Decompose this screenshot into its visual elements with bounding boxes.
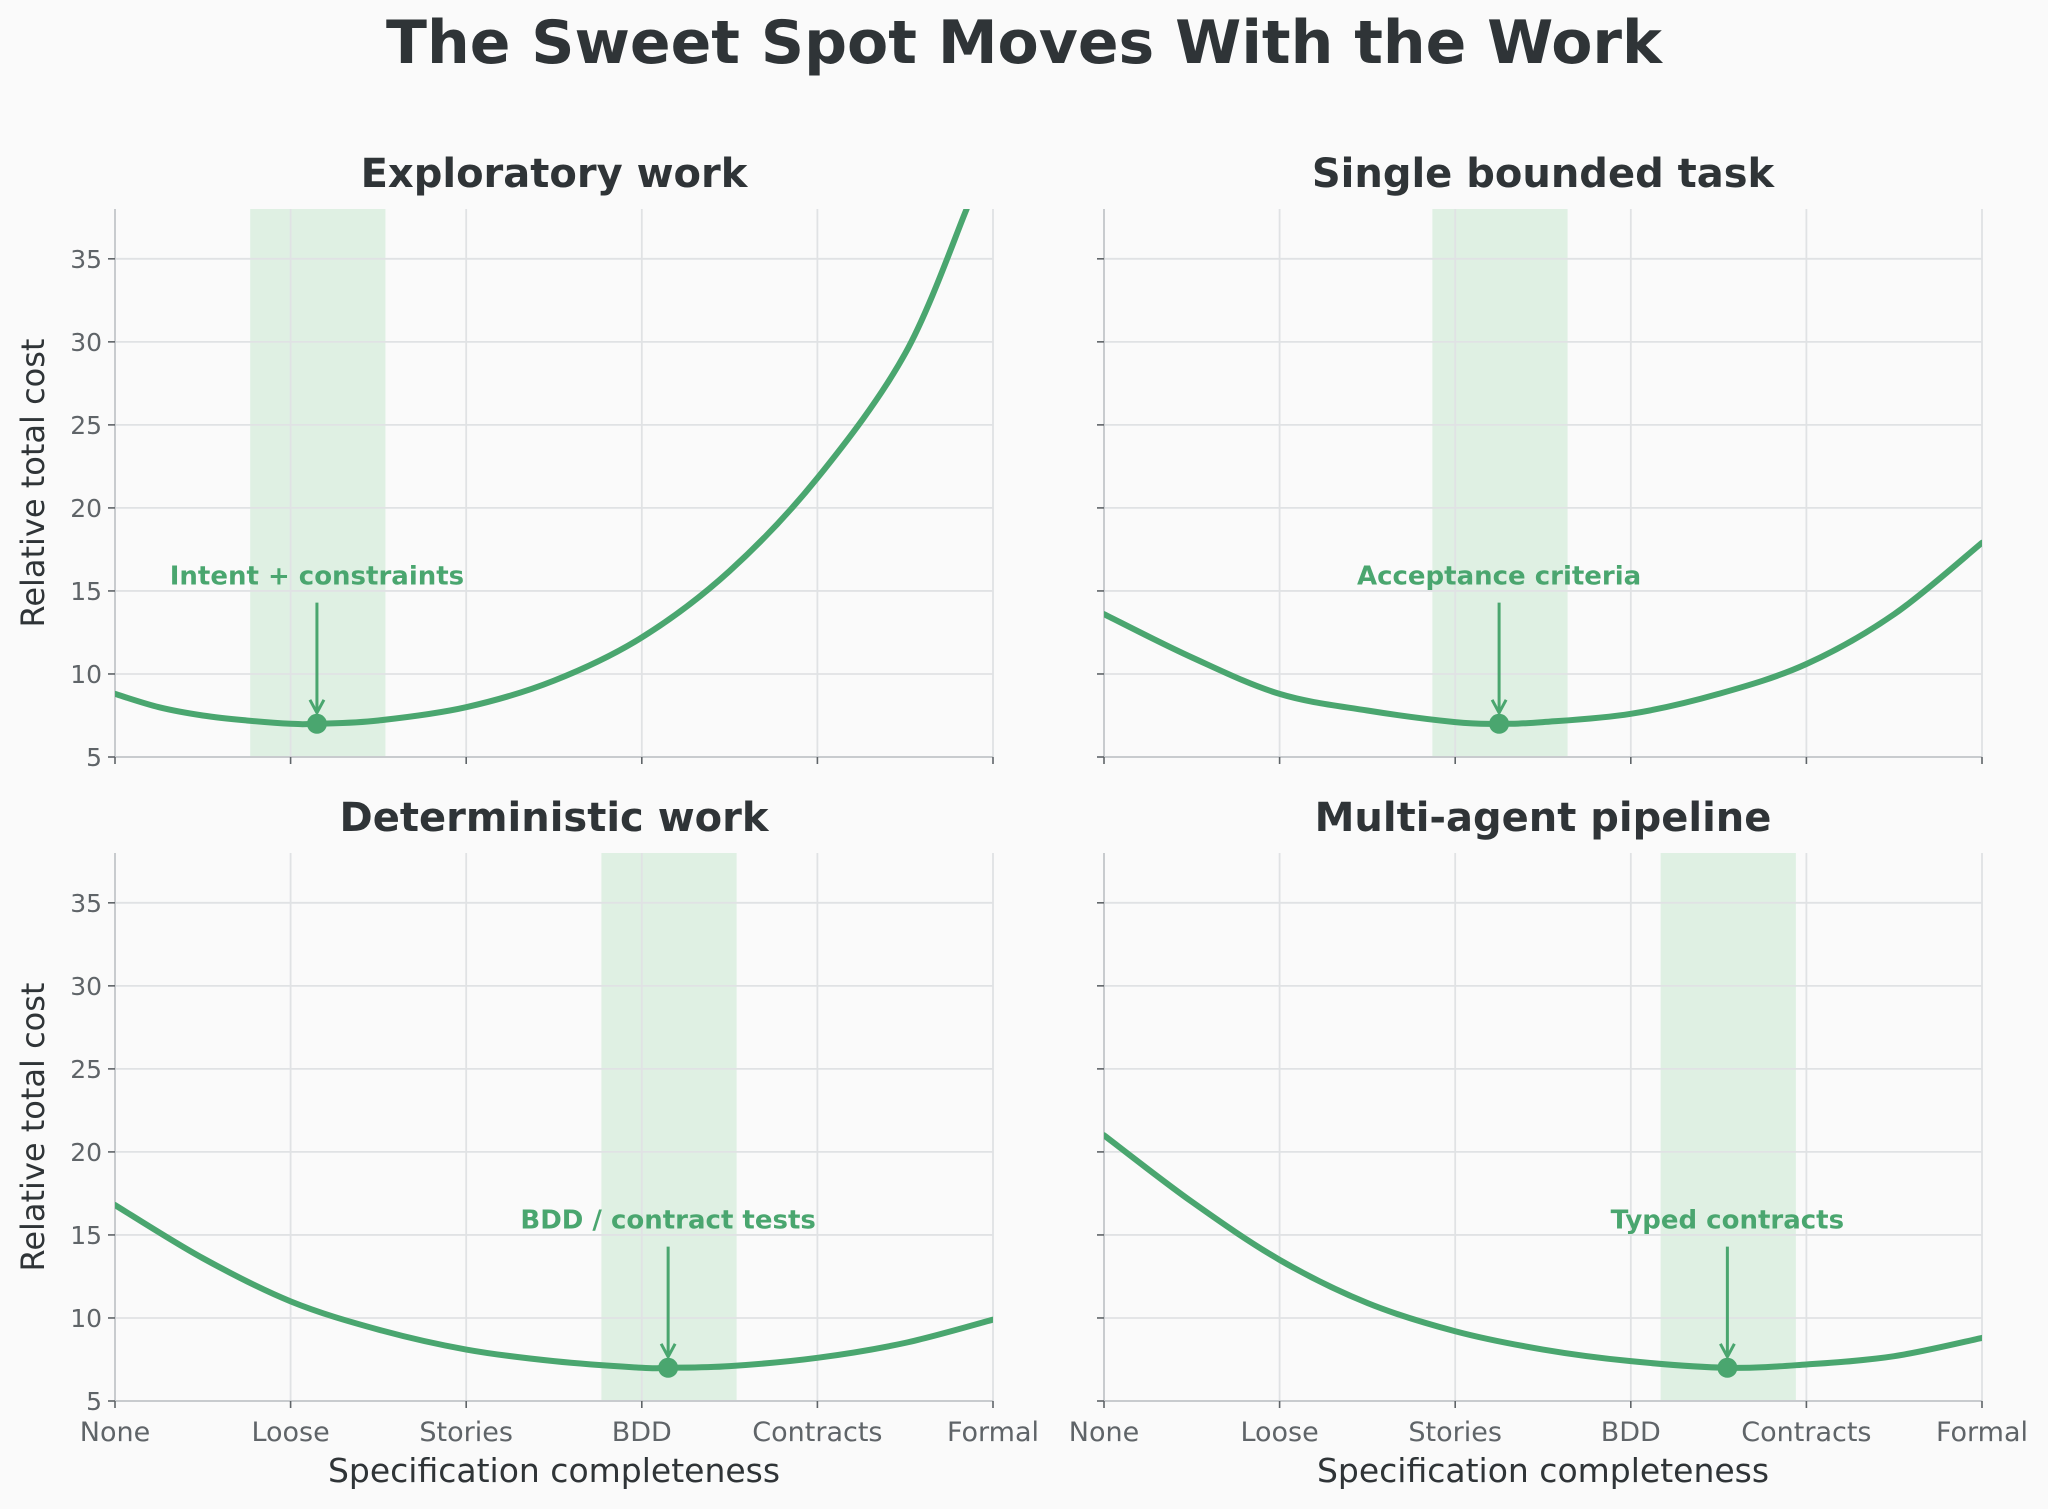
- panel-title: Deterministic work: [340, 795, 770, 841]
- x-tick-label: Formal: [1936, 1417, 2028, 1448]
- x-tick-label: BDD: [1601, 1417, 1661, 1448]
- x-tick-label: Stories: [419, 1417, 513, 1448]
- y-tick-label: 15: [70, 577, 102, 606]
- y-tick-label: 25: [70, 411, 102, 440]
- optimum-marker: [658, 1357, 679, 1378]
- x-tick-label: Loose: [251, 1417, 329, 1448]
- y-tick-label: 5: [86, 743, 102, 772]
- y-tick-label: 15: [70, 1221, 102, 1250]
- x-tick-label: Contracts: [752, 1417, 882, 1448]
- annotation-arrowhead: [659, 1343, 677, 1359]
- y-tick-label: 20: [70, 1138, 102, 1167]
- y-axis-label: Relative total cost: [14, 983, 52, 1272]
- x-tick-label: None: [80, 1417, 150, 1448]
- annotation-arrowhead: [1719, 1343, 1736, 1359]
- optimum-marker: [1717, 1357, 1738, 1378]
- y-tick-label: 30: [70, 972, 102, 1001]
- annotation-label: BDD / contract tests: [520, 1206, 816, 1236]
- x-tick-label: Stories: [1408, 1417, 1502, 1448]
- y-tick-label: 5: [86, 1387, 102, 1416]
- x-tick-label: BDD: [612, 1417, 672, 1448]
- y-tick-label: 35: [70, 889, 102, 918]
- y-tick-label: 10: [70, 660, 102, 689]
- figure-title: The Sweet Spot Moves With the Work: [386, 8, 1664, 78]
- y-tick-label: 20: [70, 494, 102, 523]
- annotation-label: Typed contracts: [1611, 1206, 1844, 1236]
- optimum-marker: [1489, 713, 1510, 734]
- annotation-label: Acceptance criteria: [1357, 562, 1641, 592]
- cost-curve: [115, 1202, 993, 1372]
- chart-panel: 5 10 15 20 25 30 35 Intent + constraints Explora…: [14, 151, 994, 772]
- chart-panel: None Loose Stories BDD Contracts Formal Typed …: [1069, 795, 2028, 1490]
- y-tick-label: 10: [70, 1304, 102, 1333]
- x-axis-label: Specification completeness: [1317, 1451, 1769, 1490]
- panel-title: Single bounded task: [1312, 151, 1776, 197]
- y-tick-label: 35: [70, 245, 102, 274]
- panel-title: Exploratory work: [361, 151, 749, 197]
- y-axis-label: Relative total cost: [14, 339, 52, 628]
- cost-curve: [1104, 539, 1982, 727]
- y-tick-label: 30: [70, 328, 102, 357]
- x-tick-label: Contracts: [1741, 1417, 1871, 1448]
- x-tick-label: Loose: [1240, 1417, 1318, 1448]
- annotation-arrowhead: [1490, 699, 1508, 715]
- panel-title: Multi-agent pipeline: [1315, 795, 1772, 841]
- cost-curve: [115, 209, 970, 728]
- annotation-label: Intent + constraints: [170, 562, 464, 592]
- chart-panel: Acceptance criteria Single bounded task: [1097, 151, 1983, 764]
- cost-curve: [1104, 1132, 1982, 1371]
- chart-panel: 5 10 15 20 25 30 35 None Loose Stories BDD Contract…: [14, 795, 1039, 1490]
- x-tick-label: Formal: [947, 1417, 1039, 1448]
- y-tick-label: 25: [70, 1055, 102, 1084]
- x-axis-label: Specification completeness: [328, 1451, 780, 1490]
- optimum-marker: [306, 713, 327, 734]
- x-tick-label: None: [1069, 1417, 1139, 1448]
- annotation-arrowhead: [308, 699, 326, 715]
